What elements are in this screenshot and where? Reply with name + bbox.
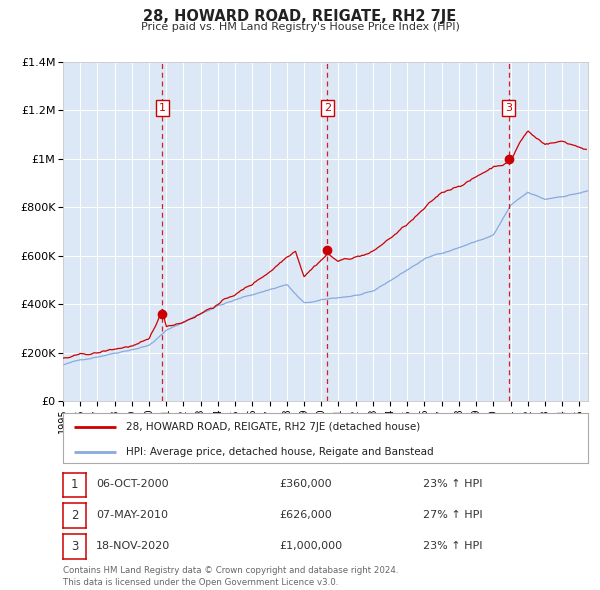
Text: 28, HOWARD ROAD, REIGATE, RH2 7JE (detached house): 28, HOWARD ROAD, REIGATE, RH2 7JE (detac… [126,422,420,432]
Text: 28, HOWARD ROAD, REIGATE, RH2 7JE: 28, HOWARD ROAD, REIGATE, RH2 7JE [143,9,457,24]
Text: 27% ↑ HPI: 27% ↑ HPI [423,510,482,520]
Text: Contains HM Land Registry data © Crown copyright and database right 2024.
This d: Contains HM Land Registry data © Crown c… [63,566,398,587]
Text: 06-OCT-2000: 06-OCT-2000 [96,480,169,489]
Text: 2: 2 [324,103,331,113]
Text: 1: 1 [71,478,78,491]
Text: 18-NOV-2020: 18-NOV-2020 [96,541,170,550]
Text: HPI: Average price, detached house, Reigate and Banstead: HPI: Average price, detached house, Reig… [126,447,434,457]
Text: £1,000,000: £1,000,000 [279,541,342,550]
Text: 2: 2 [71,509,78,522]
Text: 3: 3 [505,103,512,113]
Text: Price paid vs. HM Land Registry's House Price Index (HPI): Price paid vs. HM Land Registry's House … [140,22,460,32]
Text: £360,000: £360,000 [279,480,332,489]
Text: 07-MAY-2010: 07-MAY-2010 [96,510,168,520]
Text: £626,000: £626,000 [279,510,332,520]
Text: 23% ↑ HPI: 23% ↑ HPI [423,541,482,550]
Text: 3: 3 [71,540,78,553]
Text: 23% ↑ HPI: 23% ↑ HPI [423,480,482,489]
Text: 1: 1 [159,103,166,113]
